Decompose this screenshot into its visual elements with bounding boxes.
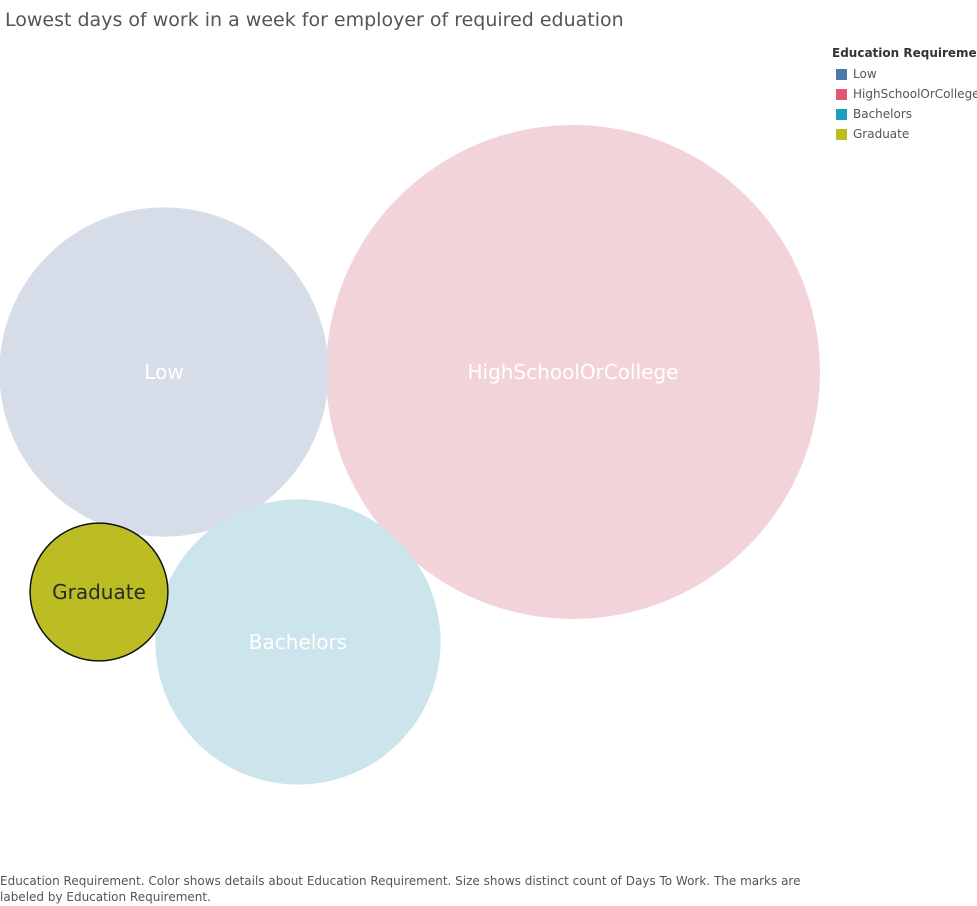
bubble-label-bachelors: Bachelors xyxy=(249,630,347,654)
bubble-graduate[interactable] xyxy=(29,522,169,662)
bubble-highschoolorcollege[interactable] xyxy=(326,125,820,619)
legend-label-bachelors: Bachelors xyxy=(853,107,913,121)
legend-item-bachelors[interactable]: Bachelors xyxy=(832,104,974,124)
bubble-label-graduate: Graduate xyxy=(52,580,146,604)
chart-caption: Education Requirement. Color shows detai… xyxy=(0,874,801,904)
legend-label-low: Low xyxy=(853,67,877,81)
legend-item-graduate[interactable]: Graduate xyxy=(832,124,974,144)
legend-item-low[interactable]: Low xyxy=(832,64,974,84)
legend: Education Requirement Low HighSchoolOrCo… xyxy=(832,46,977,144)
legend-swatch-graduate xyxy=(836,128,847,140)
bubble-low[interactable] xyxy=(0,207,329,537)
bubble-label-highschoolorcollege: HighSchoolOrCollege xyxy=(468,360,679,384)
legend-swatch-bachelors xyxy=(836,108,847,120)
bubble-label-low: Low xyxy=(144,360,183,384)
chart-title: Lowest days of work in a week for employ… xyxy=(5,9,624,31)
bubble-bachelors[interactable] xyxy=(155,499,441,785)
legend-item-highschoolorcollege[interactable]: HighSchoolOrCollege xyxy=(832,84,977,104)
legend-title: Education Requirement xyxy=(832,46,977,60)
legend-swatch-highschoolorcollege xyxy=(836,88,847,100)
legend-swatch-low xyxy=(836,68,847,80)
legend-label-highschoolorcollege: HighSchoolOrCollege xyxy=(853,87,977,101)
legend-label-graduate: Graduate xyxy=(853,127,910,141)
